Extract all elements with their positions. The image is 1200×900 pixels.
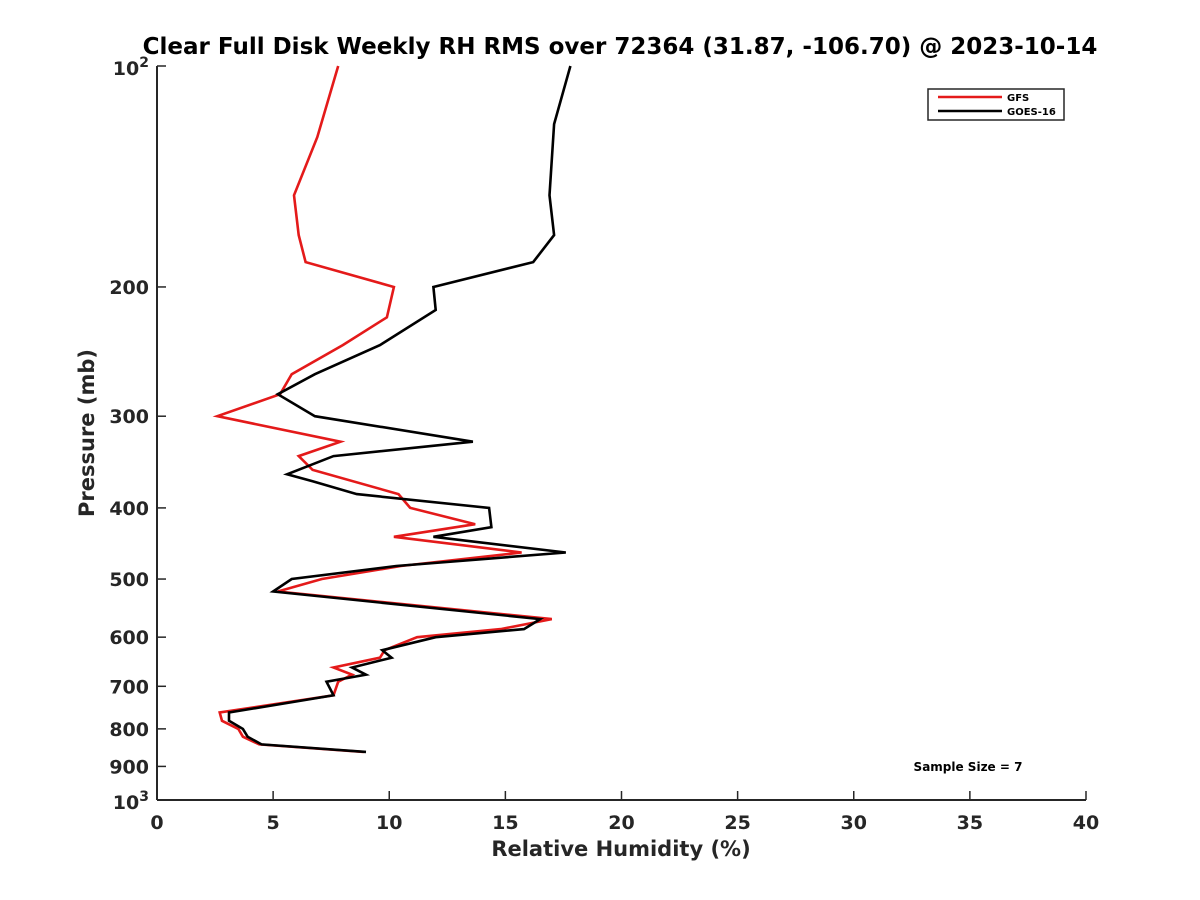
x-axis-ticks: 0 5 10 15 20 25 30 35 40 xyxy=(150,791,1099,834)
x-tick-label: 0 xyxy=(150,812,163,834)
y-tick-label: 900 xyxy=(109,756,149,778)
x-tick-label: 30 xyxy=(841,812,867,834)
y-tick-label: 300 xyxy=(109,406,149,428)
x-tick-label: 5 xyxy=(267,812,280,834)
y-tick-label: 700 xyxy=(109,676,149,698)
y-axis-ticks: 200 300 400 500 600 700 800 900 102 103 xyxy=(109,55,166,814)
series-layer xyxy=(212,65,572,754)
legend-box xyxy=(927,88,1065,121)
y-decade-tick-label: 102 xyxy=(113,55,149,80)
x-tick-label: 15 xyxy=(492,812,518,834)
y-axis-label: Pressure (mb) xyxy=(75,349,99,517)
x-tick-label: 35 xyxy=(957,812,983,834)
x-tick-label: 40 xyxy=(1073,812,1099,834)
y-decade-tick-label: 103 xyxy=(113,789,149,814)
series-line-goes16 xyxy=(227,65,572,754)
sample-size-annotation: Sample Size = 7 xyxy=(914,760,1023,774)
legend: GFS GOES-16 xyxy=(927,88,1065,121)
y-tick-label: 600 xyxy=(109,627,149,649)
y-tick-label: 500 xyxy=(109,569,149,591)
legend-label-gfs: GFS xyxy=(1007,93,1029,104)
x-tick-label: 10 xyxy=(376,812,402,834)
y-tick-label: 400 xyxy=(109,498,149,520)
x-tick-label: 25 xyxy=(724,812,750,834)
x-tick-label: 20 xyxy=(608,812,634,834)
chart-title: Clear Full Disk Weekly RH RMS over 72364… xyxy=(143,34,1098,60)
x-axis-label: Relative Humidity (%) xyxy=(491,837,750,861)
y-tick-label: 200 xyxy=(109,277,149,299)
legend-label-goes16: GOES-16 xyxy=(1007,107,1056,118)
y-tick-label: 800 xyxy=(109,719,149,741)
